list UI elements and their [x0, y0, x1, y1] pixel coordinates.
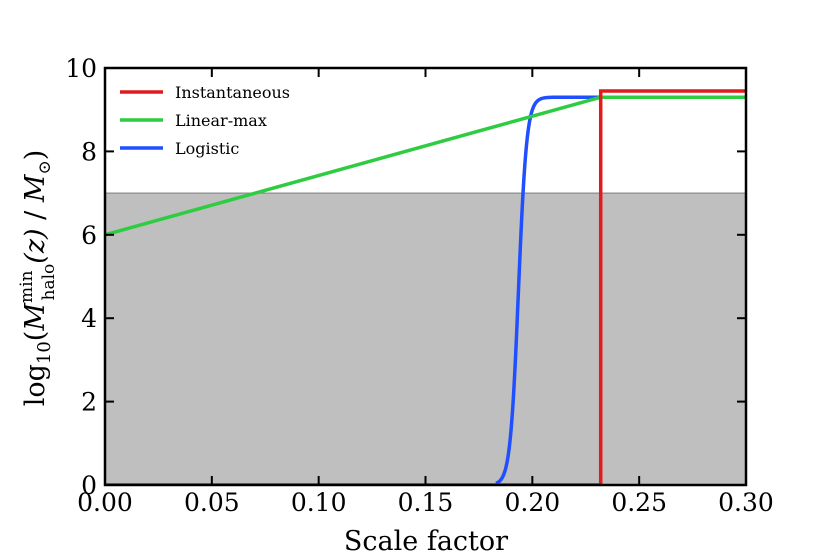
legend-label-logistic: Logistic — [175, 139, 239, 158]
y-label-M: M — [20, 302, 51, 332]
y-label-prefix: log — [20, 364, 51, 406]
y-label-sup: min — [17, 270, 37, 303]
legend: Instantaneous Linear-max Logistic — [120, 83, 290, 158]
x-tick-label: 0.10 — [291, 488, 347, 517]
x-tick-label: 0.05 — [184, 488, 240, 517]
y-axis-label: log10(Mmin halo(z) / M⊙) — [17, 150, 59, 407]
y-tick-label: 0 — [81, 471, 97, 500]
legend-label-instantaneous: Instantaneous — [175, 83, 290, 102]
shaded-region — [105, 193, 746, 485]
y-tick-label: 4 — [81, 304, 97, 333]
y-label-msun: M — [20, 173, 51, 203]
y-label-sun-subscript: ⊙ — [35, 160, 55, 174]
y-label-sub: halo — [39, 264, 59, 301]
series-layer — [105, 89, 746, 485]
shaded-region-layer — [105, 192, 746, 485]
x-tick-label: 0.00 — [77, 488, 133, 517]
x-tick-label: 0.30 — [718, 488, 774, 517]
y-tick-label: 10 — [65, 54, 97, 83]
x-tick-label: 0.20 — [504, 488, 560, 517]
legend-label-linear-max: Linear-max — [175, 111, 267, 130]
y-tick-label: 2 — [81, 388, 97, 417]
x-axis-label: Scale factor — [344, 526, 508, 554]
y-label-close: ) — [20, 150, 51, 161]
y-label-z: (z) — [20, 228, 51, 263]
tick-layer: 0.00 0.05 0.10 0.15 0.20 0.25 0.30 0 2 4 6 8 10 — [65, 54, 774, 517]
y-label-sub10: 10 — [34, 341, 55, 364]
y-label-slash: / — [20, 202, 51, 228]
y-tick-label: 8 — [81, 137, 97, 166]
series-line-instantaneous — [105, 89, 746, 485]
y-tick-label: 6 — [81, 221, 97, 250]
x-tick-label: 0.25 — [611, 488, 667, 517]
x-tick-label: 0.15 — [398, 488, 454, 517]
y-label-open: ( — [20, 331, 51, 342]
